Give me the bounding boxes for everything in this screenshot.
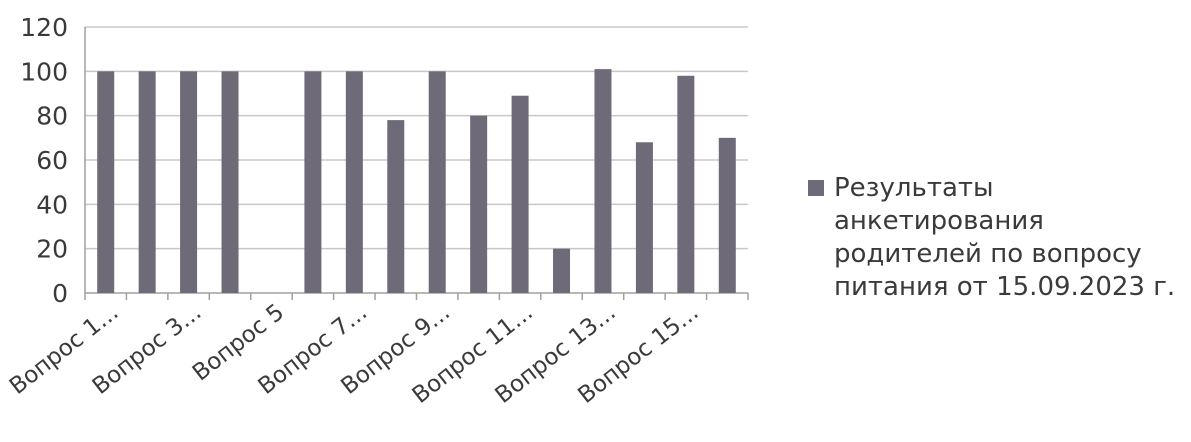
bar (97, 71, 115, 293)
bar (221, 71, 239, 293)
y-tick-labels: 0 20 40 60 80 100 120 (20, 13, 68, 308)
bar (635, 142, 653, 293)
bar (594, 69, 612, 294)
y-tick-label: 120 (20, 13, 68, 42)
y-tick-label: 20 (36, 235, 68, 264)
bar (304, 71, 322, 293)
bar (180, 71, 198, 293)
y-tick-label: 60 (36, 146, 68, 175)
bar (470, 115, 488, 293)
bar (718, 137, 736, 293)
bar (553, 248, 571, 293)
bars (97, 69, 736, 294)
legend-line: родителей по вопросу (834, 239, 1142, 269)
legend-line: Результаты (834, 173, 994, 203)
legend-swatch (808, 180, 824, 196)
legend-label: Результаты анкетирования родителей по во… (834, 172, 1184, 304)
bar (345, 71, 363, 293)
legend-line: питания от 15.09.2023 г. (834, 272, 1176, 302)
bar (511, 95, 529, 293)
y-tick-label: 40 (36, 190, 68, 219)
bar (428, 71, 446, 293)
y-tick-label: 0 (52, 279, 68, 308)
bar (387, 120, 405, 293)
bar (138, 71, 156, 293)
legend-line: анкетирования (834, 206, 1044, 236)
y-tick-label: 80 (36, 102, 68, 131)
y-tick-label: 100 (20, 57, 68, 86)
bar (677, 75, 695, 294)
legend: Результаты анкетирования родителей по во… (808, 172, 1188, 304)
